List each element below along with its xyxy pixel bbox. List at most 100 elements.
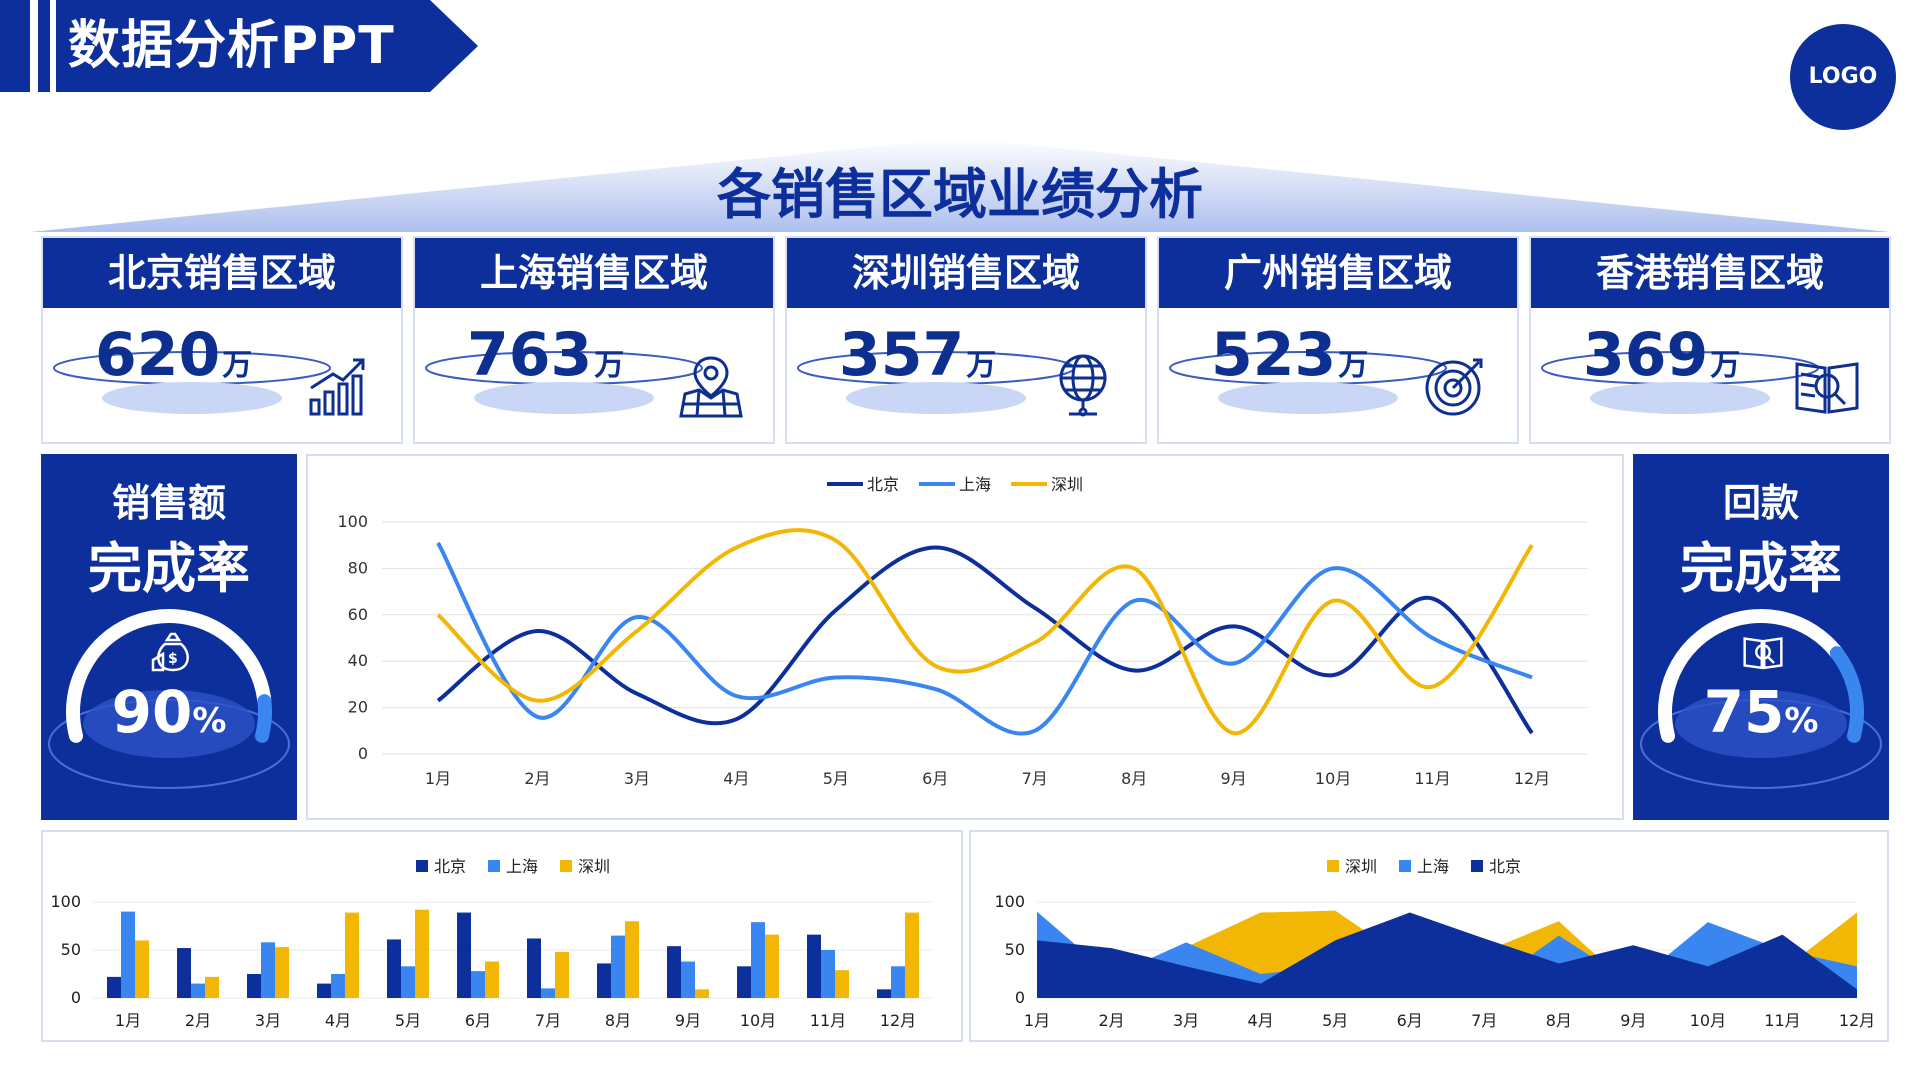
x-tick-label: 10月 [1690, 1011, 1726, 1030]
bar-深圳 [905, 912, 919, 998]
bar-深圳 [555, 951, 569, 998]
x-tick-label: 10月 [740, 1011, 776, 1030]
bar-深圳 [835, 970, 849, 998]
section-title-decoration [30, 138, 1890, 232]
area-chart-panel: 0 50 100 1月 2月 3月 4月 5月 6月 7月 8月 9月 10月 11月 12月 深圳 上海 北京 [969, 830, 1889, 1042]
region-value: 357万 [839, 320, 997, 390]
x-tick-label: 6月 [465, 1011, 491, 1030]
bar-上海 [751, 922, 765, 998]
bar-上海 [401, 966, 415, 998]
area-北京 [1037, 912, 1857, 998]
bar-深圳 [765, 934, 779, 998]
legend-swatch [560, 860, 572, 872]
x-tick-label: 8月 [1546, 1011, 1572, 1030]
x-tick-label: 5月 [1322, 1011, 1348, 1030]
bar-深圳 [205, 976, 219, 998]
bar-北京 [667, 946, 681, 998]
x-tick-label: 8月 [1121, 769, 1147, 788]
y-tick-label: 50 [1005, 940, 1025, 959]
bar-北京 [807, 934, 821, 998]
map-pin-icon [679, 356, 743, 418]
x-tick-label: 11月 [810, 1011, 846, 1030]
bar-北京 [527, 938, 541, 998]
title-banner [0, 0, 478, 92]
money-bag-icon: $ [151, 632, 189, 672]
region-value: 620万 [95, 320, 253, 390]
bar-深圳 [485, 961, 499, 998]
area-chart: 0 50 100 1月 2月 3月 4月 5月 6月 7月 8月 9月 10月 11月 12月 深圳 上海 北京 [994, 857, 1875, 1030]
bar-北京 [457, 912, 471, 998]
x-tick-label: 12月 [880, 1011, 916, 1030]
series-line-深圳 [436, 528, 1534, 736]
book-search-icon [1795, 362, 1859, 414]
bar-深圳 [695, 989, 709, 998]
x-tick-label: 2月 [1098, 1011, 1124, 1030]
region-card-hongkong: 香港销售区域 369万 [1529, 236, 1891, 444]
bar-北京 [247, 974, 261, 998]
y-tick-label: 50 [61, 940, 81, 959]
growth-chart-icon [309, 358, 365, 416]
bar-北京 [387, 939, 401, 998]
y-tick-label: 0 [71, 988, 81, 1007]
x-tick-label: 3月 [624, 769, 650, 788]
legend-label: 北京 [867, 475, 899, 494]
bar-北京 [597, 963, 611, 998]
y-tick-label: 0 [358, 744, 368, 763]
gauge-label: 回款 [1722, 481, 1799, 525]
bar-上海 [471, 971, 485, 998]
region-name: 广州销售区域 [1159, 238, 1517, 308]
x-tick-label: 10月 [1315, 769, 1351, 788]
bar-深圳 [135, 940, 149, 998]
payment-completion-panel: 回款 完成率 75% [1633, 454, 1889, 820]
bar-上海 [681, 961, 695, 998]
region-name: 北京销售区域 [43, 238, 401, 308]
bar-北京 [177, 948, 191, 998]
x-tick-label: 1月 [425, 769, 451, 788]
x-tick-label: 8月 [605, 1011, 631, 1030]
legend-swatch [416, 860, 428, 872]
bar-深圳 [625, 921, 639, 998]
bar-北京 [317, 983, 331, 998]
region-name: 香港销售区域 [1531, 238, 1889, 308]
sales-completion-panel: 销售额 完成率 $ 90% [41, 454, 297, 820]
x-tick-label: 6月 [1397, 1011, 1423, 1030]
y-tick-label: 100 [50, 892, 81, 911]
bar-上海 [121, 911, 135, 998]
y-tick-label: 0 [1015, 988, 1025, 1007]
book-search-icon [1743, 637, 1783, 670]
y-tick-label: 100 [337, 512, 368, 531]
bar-chart: 0 50 100 1月 2月 3月 4月 5月 6月 7月 8月 9月 10月 11月 12月 北京 上海 深圳 [50, 857, 933, 1030]
region-name: 上海销售区域 [415, 238, 773, 308]
value-pedestal [53, 351, 331, 414]
gauge-label: 完成率 [1680, 537, 1842, 600]
x-tick-label: 2月 [524, 769, 550, 788]
page-title: 数据分析PPT [68, 16, 395, 76]
bar-上海 [191, 983, 205, 998]
x-tick-label: 3月 [255, 1011, 281, 1030]
x-tick-label: 9月 [1620, 1011, 1646, 1030]
value-pedestal [425, 351, 703, 414]
line-chart: 0 20 40 60 80 100 1月 2月 3月 4月 5月 6月 7月 8月 9月 10月 11月 12月 北… [337, 475, 1588, 788]
y-tick-label: 60 [348, 605, 368, 624]
region-value: 369万 [1583, 320, 1741, 390]
y-tick-label: 40 [348, 651, 368, 670]
region-value: 523万 [1211, 320, 1369, 390]
payment-completion-gauge [1640, 609, 1882, 789]
region-card-shanghai: 上海销售区域 763万 [413, 236, 775, 444]
bar-北京 [737, 966, 751, 998]
globe-icon [1059, 354, 1107, 417]
x-tick-label: 2月 [185, 1011, 211, 1030]
y-tick-label: 80 [348, 558, 368, 577]
legend-label: 北京 [434, 857, 466, 876]
bar-深圳 [345, 912, 359, 998]
bar-chart-panel: 0 50 100 1月 2月 3月 4月 5月 6月 7月 8月 9月 10月 11月 12月 北京 上海 深圳 [41, 830, 963, 1042]
legend-label: 深圳 [578, 857, 610, 876]
bar-深圳 [275, 947, 289, 998]
bar-上海 [541, 988, 555, 998]
bar-上海 [891, 966, 905, 998]
x-tick-label: 9月 [1221, 769, 1247, 788]
x-tick-label: 5月 [395, 1011, 421, 1030]
legend-label: 深圳 [1051, 475, 1083, 494]
legend-swatch [488, 860, 500, 872]
legend-label: 上海 [1417, 857, 1449, 876]
